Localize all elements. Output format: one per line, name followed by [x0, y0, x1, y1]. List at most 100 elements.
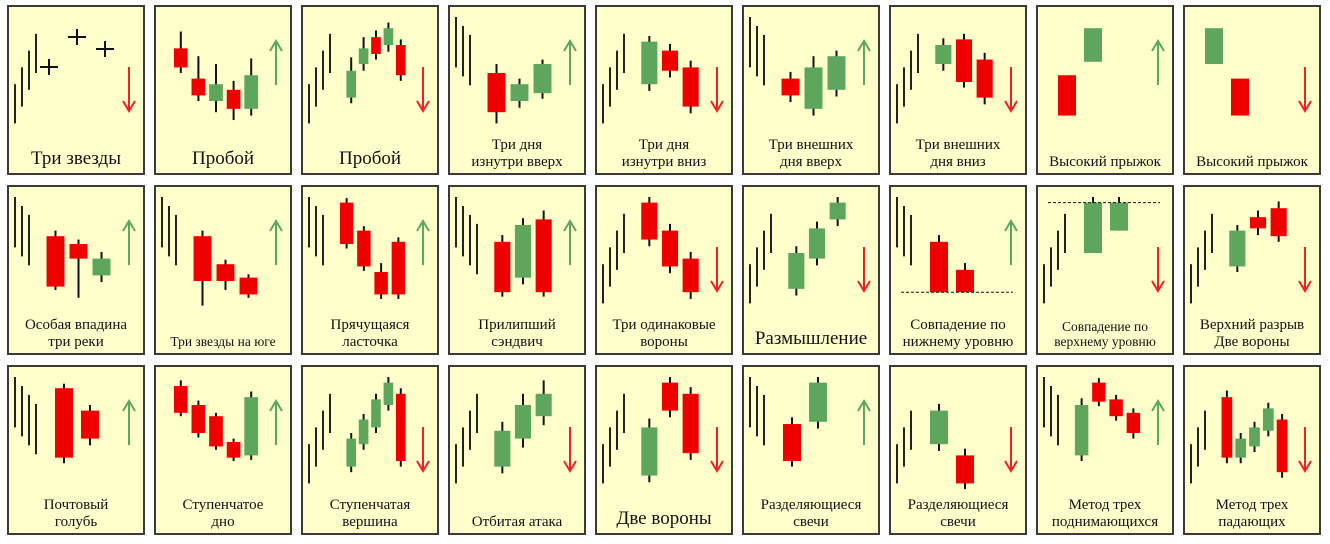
pattern-card: Размышление — [742, 185, 880, 355]
bullish-candle — [930, 410, 948, 445]
bullish-candle — [788, 253, 805, 289]
bullish-candle — [1249, 427, 1260, 447]
bearish-candle — [191, 78, 206, 96]
pattern-title-line: Две вороны — [1214, 333, 1290, 350]
pattern-title-line: свечи — [793, 513, 829, 530]
bullish-candle — [383, 382, 394, 405]
pattern-title-line: Три внешних — [915, 137, 1001, 153]
pattern-title-line: Высокий прыжок — [1196, 153, 1308, 170]
bullish-candle — [1262, 408, 1274, 431]
bullish-candle — [244, 75, 259, 109]
pattern-title-line: Верхний разрыв — [1199, 317, 1305, 333]
bearish-candle — [930, 241, 948, 293]
pattern-title: Пробой — [156, 148, 290, 170]
bullish-candle — [1084, 28, 1102, 62]
down-arrow-icon — [1298, 100, 1312, 113]
bearish-candle — [956, 269, 974, 293]
bullish-candle — [1110, 202, 1128, 231]
pattern-illustration — [308, 197, 430, 299]
pattern-title-line: падающих — [1218, 513, 1286, 530]
pattern-title-line: Пробой — [191, 148, 255, 170]
pattern-title: Верхний разрыв Две вороны — [1185, 317, 1319, 350]
pattern-title-line: Пробой — [338, 148, 402, 170]
pattern-card: Прячущаяся ласточка — [301, 185, 439, 355]
pattern-title: Три дня изнутри вниз — [597, 137, 731, 170]
up-arrow-icon — [1151, 399, 1165, 412]
pattern-title-line: сэндвич — [491, 333, 543, 350]
pattern-illustration — [308, 22, 430, 124]
pattern-illustration — [1043, 377, 1165, 461]
bullish-candle — [1074, 405, 1089, 456]
pattern-title: Три одинаковые вороны — [597, 317, 731, 350]
bullish-candle — [641, 41, 658, 85]
bullish-candle — [371, 399, 381, 428]
pattern-card: Ступенчатая вершина — [301, 365, 439, 535]
bullish-candle — [829, 202, 846, 220]
pattern-title: Три дня изнутри вверх — [450, 137, 584, 170]
bearish-candle — [1058, 75, 1076, 116]
up-arrow-icon — [1004, 219, 1018, 232]
pattern-illustration — [161, 197, 283, 306]
pattern-title-line: дня вверх — [779, 153, 843, 170]
down-arrow-icon — [710, 280, 724, 293]
pattern-illustration — [896, 197, 1018, 293]
pattern-title-line: Высокий прыжок — [1049, 153, 1161, 170]
bullish-candle — [533, 64, 552, 94]
pattern-title-line: Три дня — [491, 137, 543, 153]
pattern-title-line: Отбитая атака — [471, 513, 563, 530]
down-arrow-icon — [1151, 280, 1165, 293]
pattern-card: Высокий прыжок — [1036, 5, 1174, 175]
pattern-illustration — [602, 377, 724, 484]
pattern-card: Ступенчатое дно — [154, 365, 292, 535]
pattern-card: Особая впадина три реки — [7, 185, 145, 355]
pattern-title: Три звезды на юге — [156, 334, 290, 350]
pattern-title-line: изнутри вверх — [471, 153, 563, 170]
pattern-title: Три звезды — [9, 148, 143, 170]
up-arrow-icon — [1151, 39, 1165, 52]
bearish-candle — [395, 393, 406, 461]
pattern-illustration — [173, 31, 283, 121]
pattern-illustration — [1058, 28, 1165, 116]
pattern-illustration — [455, 17, 577, 124]
pattern-illustration — [14, 197, 136, 298]
pattern-title: Особая впадина три реки — [9, 317, 143, 350]
pattern-illustration — [455, 197, 577, 297]
bullish-candle — [209, 84, 223, 101]
bearish-candle — [682, 258, 699, 293]
pattern-illustration — [1190, 201, 1312, 304]
pattern-title: Две вороны — [597, 508, 731, 530]
pattern-card: Три дня изнутри вниз — [595, 5, 733, 175]
pattern-card: Разделяющиеся свечи — [742, 365, 880, 535]
pattern-illustration — [1190, 390, 1312, 484]
pattern-card: Отбитая атака — [448, 365, 586, 535]
bearish-candle — [193, 236, 212, 281]
pattern-title: Три внешних дня вниз — [891, 137, 1025, 170]
bullish-candle — [514, 405, 532, 439]
pattern-card: Три одинаковые вороны — [595, 185, 733, 355]
pattern-illustration — [173, 380, 283, 461]
pattern-title: Высокий прыжок — [1038, 154, 1172, 171]
bullish-candle — [92, 258, 111, 276]
bearish-candle — [239, 277, 258, 295]
pattern-illustration — [14, 377, 136, 464]
pattern-title-line: вороны — [640, 333, 688, 350]
up-arrow-icon — [857, 399, 871, 412]
pattern-card: Почтовый голубь — [7, 365, 145, 535]
pattern-title: Разделяющиеся свечи — [891, 497, 1025, 530]
pattern-card: Высокий прыжок — [1183, 5, 1321, 175]
pattern-title-line: верхнему уровню — [1054, 334, 1156, 350]
bearish-candle — [216, 264, 235, 281]
bearish-candle — [976, 59, 993, 98]
pattern-title-line: Метод трех — [1068, 497, 1142, 513]
pattern-card: Три звезды на юге — [154, 185, 292, 355]
bearish-candle — [357, 230, 371, 267]
pattern-card: Три дня изнутри вверх — [448, 5, 586, 175]
down-arrow-icon — [1298, 460, 1312, 473]
bearish-candle — [641, 202, 658, 240]
down-arrow-icon — [416, 100, 430, 113]
bearish-candle — [395, 45, 406, 76]
pattern-card: Верхний разрыв Две вороны — [1183, 185, 1321, 355]
bearish-candle — [173, 385, 188, 413]
bearish-candle — [69, 244, 88, 259]
